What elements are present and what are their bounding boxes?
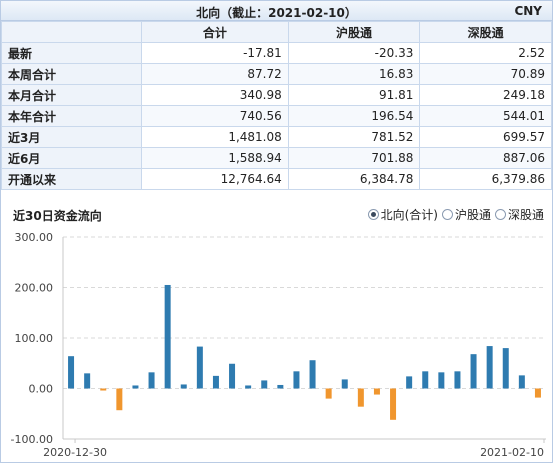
radio-label: 沪股通 <box>454 208 491 222</box>
radio-unchecked-icon[interactable] <box>441 209 453 220</box>
cell-total: 340.98 <box>141 84 289 106</box>
panel-title: 北向（截止：2021-02-10） <box>196 6 357 20</box>
cell-total: 87.72 <box>141 63 289 85</box>
y-tick-label: 300.00 <box>15 231 54 244</box>
cell-shenzhen: 249.18 <box>419 84 552 106</box>
chart-bar <box>325 388 332 399</box>
series-radio-group: 北向(合计) 沪股通 深股通 <box>367 206 544 223</box>
radio-unchecked-icon[interactable] <box>494 209 506 220</box>
radio-northbound-total[interactable]: 北向(合计) <box>367 206 438 223</box>
cell-shanghai: 91.81 <box>287 84 421 106</box>
chart-bar <box>164 284 171 389</box>
chart-bar <box>309 360 316 389</box>
chart-bar <box>100 388 107 391</box>
table-row: 开通以来 12,764.64 6,384.78 6,379.86 <box>1 168 552 190</box>
table-row: 本年合计 740.56 196.54 544.01 <box>1 105 552 127</box>
row-label: 近6月 <box>1 147 142 169</box>
radio-shanghai-connect[interactable]: 沪股通 <box>441 206 491 223</box>
radio-label: 北向(合计) <box>380 208 438 222</box>
panel-header: 北向（截止：2021-02-10） CNY <box>1 1 552 21</box>
chart-bar <box>486 346 493 389</box>
radio-checked-icon[interactable] <box>367 209 379 220</box>
cell-shenzhen: 887.06 <box>419 147 552 169</box>
cell-total: 1,481.08 <box>141 126 289 148</box>
flow-summary-table: 合计 沪股通 深股通 最新 -17.81 -20.33 2.52 本周合计 87… <box>1 21 552 190</box>
x-tick-label: 2020-12-30 <box>43 446 107 459</box>
row-label: 本月合计 <box>1 84 142 106</box>
chart-bar <box>357 388 364 407</box>
chart-bar <box>406 376 413 389</box>
row-label: 本周合计 <box>1 63 142 85</box>
chart-bar <box>68 356 75 389</box>
cell-shanghai: 701.88 <box>287 147 421 169</box>
chart-bar <box>132 385 139 389</box>
row-label: 近3月 <box>1 126 142 148</box>
table-row: 近3月 1,481.08 781.52 699.57 <box>1 126 552 148</box>
column-header-shanghai: 沪股通 <box>287 21 421 43</box>
chart-bar <box>180 384 187 389</box>
cell-total: 740.56 <box>141 105 289 127</box>
chart-bar <box>373 388 380 395</box>
chart-bar <box>422 371 429 389</box>
chart-bar <box>148 372 155 389</box>
chart-bar <box>277 384 284 389</box>
cell-shenzhen: 544.01 <box>419 105 552 127</box>
chart-bar <box>341 379 348 389</box>
cell-shanghai: 196.54 <box>287 105 421 127</box>
chart-bar <box>438 372 445 389</box>
column-header-shenzhen: 深股通 <box>419 21 552 43</box>
table-row: 近6月 1,588.94 701.88 887.06 <box>1 147 552 169</box>
cell-shenzhen: 2.52 <box>419 42 552 64</box>
chart-bar <box>293 371 300 389</box>
chart-bar <box>454 371 461 389</box>
cell-total: 1,588.94 <box>141 147 289 169</box>
column-header-blank <box>1 21 142 43</box>
cell-shanghai: 16.83 <box>287 63 421 85</box>
row-label: 开通以来 <box>1 168 142 190</box>
chart-bar <box>229 363 236 389</box>
row-label: 本年合计 <box>1 105 142 127</box>
y-tick-label: 200.00 <box>15 282 54 295</box>
y-tick-label: 100.00 <box>15 332 54 345</box>
table-row: 最新 -17.81 -20.33 2.52 <box>1 42 552 64</box>
radio-label: 深股通 <box>507 208 544 222</box>
chart-bar <box>212 375 219 389</box>
chart-bar <box>116 388 123 411</box>
table-header-row: 合计 沪股通 深股通 <box>1 21 552 43</box>
cell-shenzhen: 6,379.86 <box>419 168 552 190</box>
chart-bar <box>518 375 525 389</box>
cell-shanghai: 6,384.78 <box>287 168 421 190</box>
chart-bar <box>502 348 509 389</box>
x-tick-label: 2021-02-10 <box>480 446 544 459</box>
table-row: 本周合计 87.72 16.83 70.89 <box>1 63 552 85</box>
currency-label: CNY <box>514 4 542 18</box>
cell-total: 12,764.64 <box>141 168 289 190</box>
cell-shenzhen: 699.57 <box>419 126 552 148</box>
chart-bar <box>261 380 268 389</box>
chart-title: 近30日资金流向 <box>13 209 102 223</box>
cell-total: -17.81 <box>141 42 289 64</box>
column-header-total: 合计 <box>141 21 289 43</box>
cell-shanghai: -20.33 <box>287 42 421 64</box>
chart-bar <box>196 346 203 389</box>
cell-shenzhen: 70.89 <box>419 63 552 85</box>
radio-shenzhen-connect[interactable]: 深股通 <box>494 206 544 223</box>
cell-shanghai: 781.52 <box>287 126 421 148</box>
y-tick-label: 0.00 <box>29 383 54 396</box>
table-row: 本月合计 340.98 91.81 249.18 <box>1 84 552 106</box>
chart-bar <box>470 354 477 389</box>
chart-bar <box>245 385 252 389</box>
chart-bar <box>84 373 91 389</box>
chart-bar <box>534 388 541 398</box>
y-tick-label: -100.00 <box>11 433 53 446</box>
chart-bar <box>390 388 397 420</box>
row-label: 最新 <box>1 42 142 64</box>
